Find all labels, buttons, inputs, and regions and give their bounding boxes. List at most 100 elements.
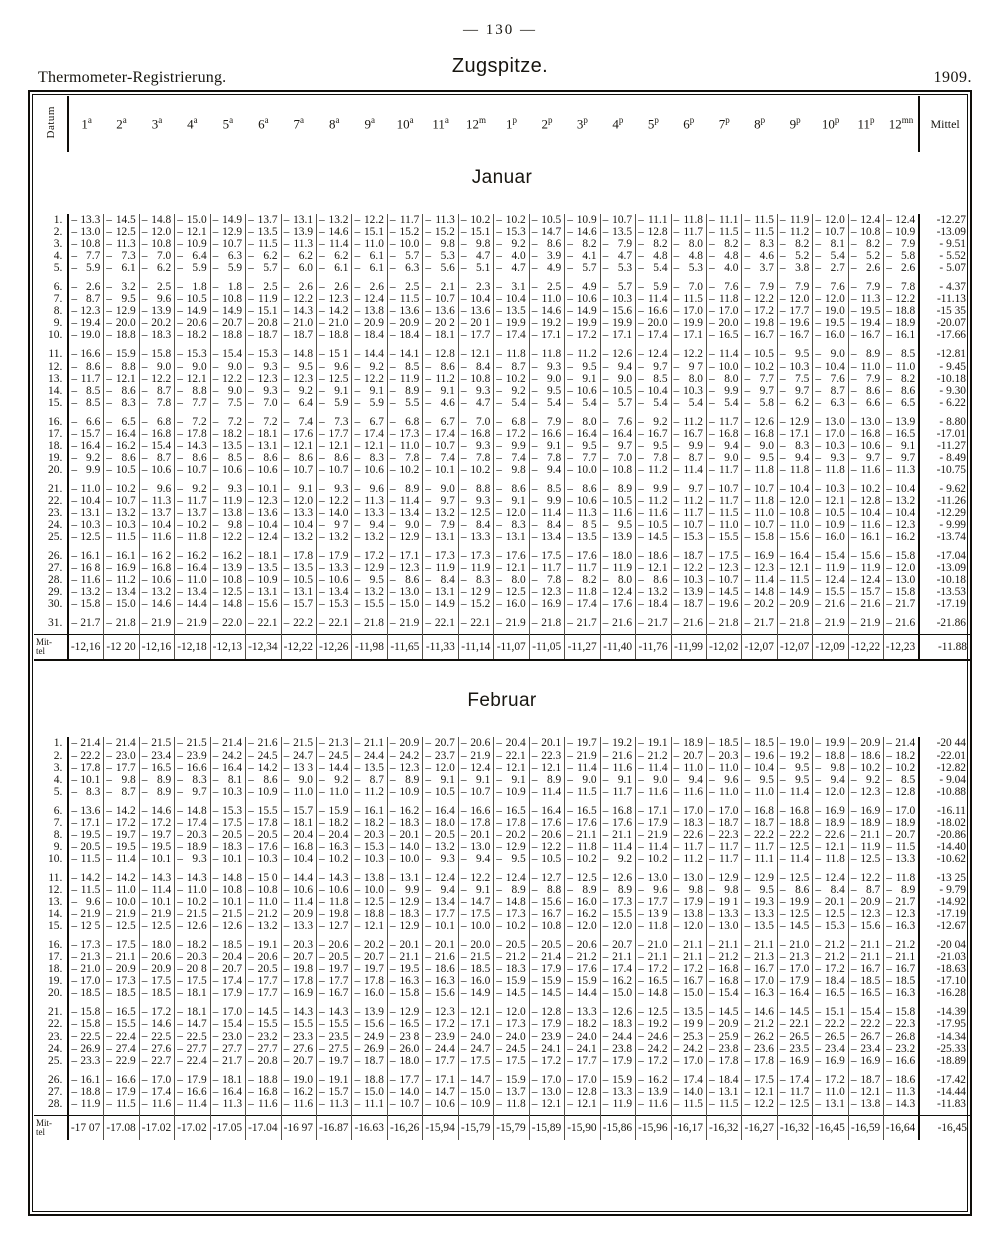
minus-sign: – <box>673 871 680 884</box>
reading-cell: –11.3 <box>883 463 920 476</box>
minus-sign: – <box>177 427 183 440</box>
reading-value: 17.0 <box>683 804 703 817</box>
minus-sign: – <box>71 586 78 599</box>
reading-cell: –5.7 <box>600 281 637 294</box>
minus-sign: – <box>531 415 538 428</box>
reading-value: 12.8 <box>895 785 916 798</box>
reading-value: 11.4 <box>293 896 314 909</box>
reading-value: 17.4 <box>683 1073 703 1086</box>
minus-sign: – <box>141 939 148 952</box>
minus-sign: – <box>248 586 254 599</box>
datum-label: Datum <box>44 105 57 139</box>
reading-cell: –17.9 <box>600 1054 637 1067</box>
reading-cell: –17.9 <box>529 963 566 976</box>
reading-value: 8.6 <box>511 482 526 495</box>
reading-cell: –11.6 <box>281 1097 318 1110</box>
minus-sign: – <box>319 1030 325 1043</box>
minus-sign: – <box>567 550 573 563</box>
minus-sign: – <box>283 329 290 342</box>
reading-value: 19.2 <box>647 1018 668 1031</box>
minus-sign: – <box>460 749 467 762</box>
minus-sign: – <box>460 761 467 774</box>
minus-sign: – <box>567 852 573 865</box>
reading-value: 11.4 <box>577 761 597 774</box>
minus-sign: – <box>602 262 609 275</box>
reading-value: 14.3 <box>293 1006 314 1019</box>
reading-value: 10.7 <box>328 463 349 476</box>
reading-cell: –21.6 <box>422 951 459 964</box>
reading-cell: –16.0 <box>351 987 388 1000</box>
reading-cell: –12.5 <box>493 586 530 599</box>
minus-sign: – <box>709 494 715 507</box>
minus-sign: – <box>779 804 786 817</box>
reading-cell: –16.0 <box>812 329 849 342</box>
reading-cell: –10.4 <box>848 507 885 520</box>
reading-value: 11.0 <box>293 785 314 798</box>
minus-sign: – <box>141 1073 148 1086</box>
minus-sign: – <box>283 451 290 464</box>
reading-cell: –22.1 <box>458 617 495 630</box>
minus-sign: – <box>638 773 644 786</box>
reading-cell: –20.8 <box>245 1054 282 1067</box>
reading-value: 10.2 <box>576 852 597 865</box>
reading-cell: –11.7 <box>174 494 211 508</box>
reading-cell: –10.3 <box>210 785 247 798</box>
minus-sign: – <box>460 281 467 294</box>
reading-cell: –16.1 <box>68 550 105 563</box>
reading-cell: –10.0 <box>387 852 424 865</box>
row-mean-cell: -14.39 <box>918 1006 970 1019</box>
reading-cell: –10.6 <box>139 574 176 587</box>
reading-cell: –13.5 <box>741 920 778 933</box>
minus-sign: – <box>886 396 892 409</box>
reading-cell: –11.0 <box>281 785 318 798</box>
reading-value: 12.0 <box>293 495 314 507</box>
reading-cell: –9.1 <box>281 482 318 495</box>
reading-value: 20.5 <box>505 939 526 952</box>
reading-cell: –13.1 <box>812 1097 849 1110</box>
reading-value: 13.2 <box>80 586 101 599</box>
reading-cell: –8.8 <box>529 883 566 897</box>
reading-cell: –5.4 <box>635 262 672 275</box>
row-mean-cell: -21.86 <box>918 617 970 630</box>
reading-cell: –9.4 <box>600 360 637 373</box>
minus-sign: – <box>212 329 219 342</box>
reading-cell: –20.4 <box>281 828 318 841</box>
reading-cell: –16.9 <box>777 1054 814 1067</box>
minus-sign: – <box>567 531 573 544</box>
minus-sign: – <box>496 427 502 440</box>
reading-value: 5.8 <box>900 250 916 263</box>
minus-sign: – <box>886 507 892 520</box>
reading-cell: –6.2 <box>316 250 353 263</box>
minus-sign: – <box>531 396 538 409</box>
minus-sign: – <box>779 816 786 829</box>
reading-value: 13.5 <box>753 920 774 933</box>
reading-value: 7.6 <box>724 281 739 294</box>
reading-value: 11.4 <box>328 238 349 251</box>
reading-value: 16.2 <box>115 439 136 452</box>
minus-sign: – <box>354 1030 361 1043</box>
table-row: 25. –23.3–22.9–22.7–22.4–21.7–20.8–20.7–1… <box>34 1054 970 1067</box>
reading-value: 11.6 <box>151 531 172 544</box>
reading-cell: –14.9 <box>564 305 601 318</box>
minus-sign: – <box>460 415 467 428</box>
reading-value: 6.7 <box>369 415 384 428</box>
reading-value: 17.8 <box>293 550 314 563</box>
reading-value: 11.4 <box>718 348 739 361</box>
reading-value: 7.5 <box>227 396 243 409</box>
minus-sign: – <box>177 531 183 544</box>
minus-sign: – <box>389 1018 396 1031</box>
reading-value: 20.9 <box>151 963 172 976</box>
minus-sign: – <box>886 427 892 440</box>
reading-cell: –9.7 <box>777 384 814 397</box>
reading-cell: –8.3 <box>68 785 105 798</box>
reading-value: 10.5 <box>186 293 207 306</box>
minus-sign: – <box>248 317 254 330</box>
reading-value: 2.6 <box>334 281 349 294</box>
minus-sign: – <box>425 761 432 774</box>
reading-value: 17.4 <box>789 1073 810 1086</box>
reading-cell: –17.1 <box>422 1073 459 1086</box>
minus-sign: – <box>850 360 857 373</box>
row-day-number: 25. <box>34 531 70 544</box>
table-row: 20. –18.5–18.5–18.5–18.1–17.9–17.7–16.9–1… <box>34 987 970 1000</box>
minus-sign: – <box>460 840 467 853</box>
